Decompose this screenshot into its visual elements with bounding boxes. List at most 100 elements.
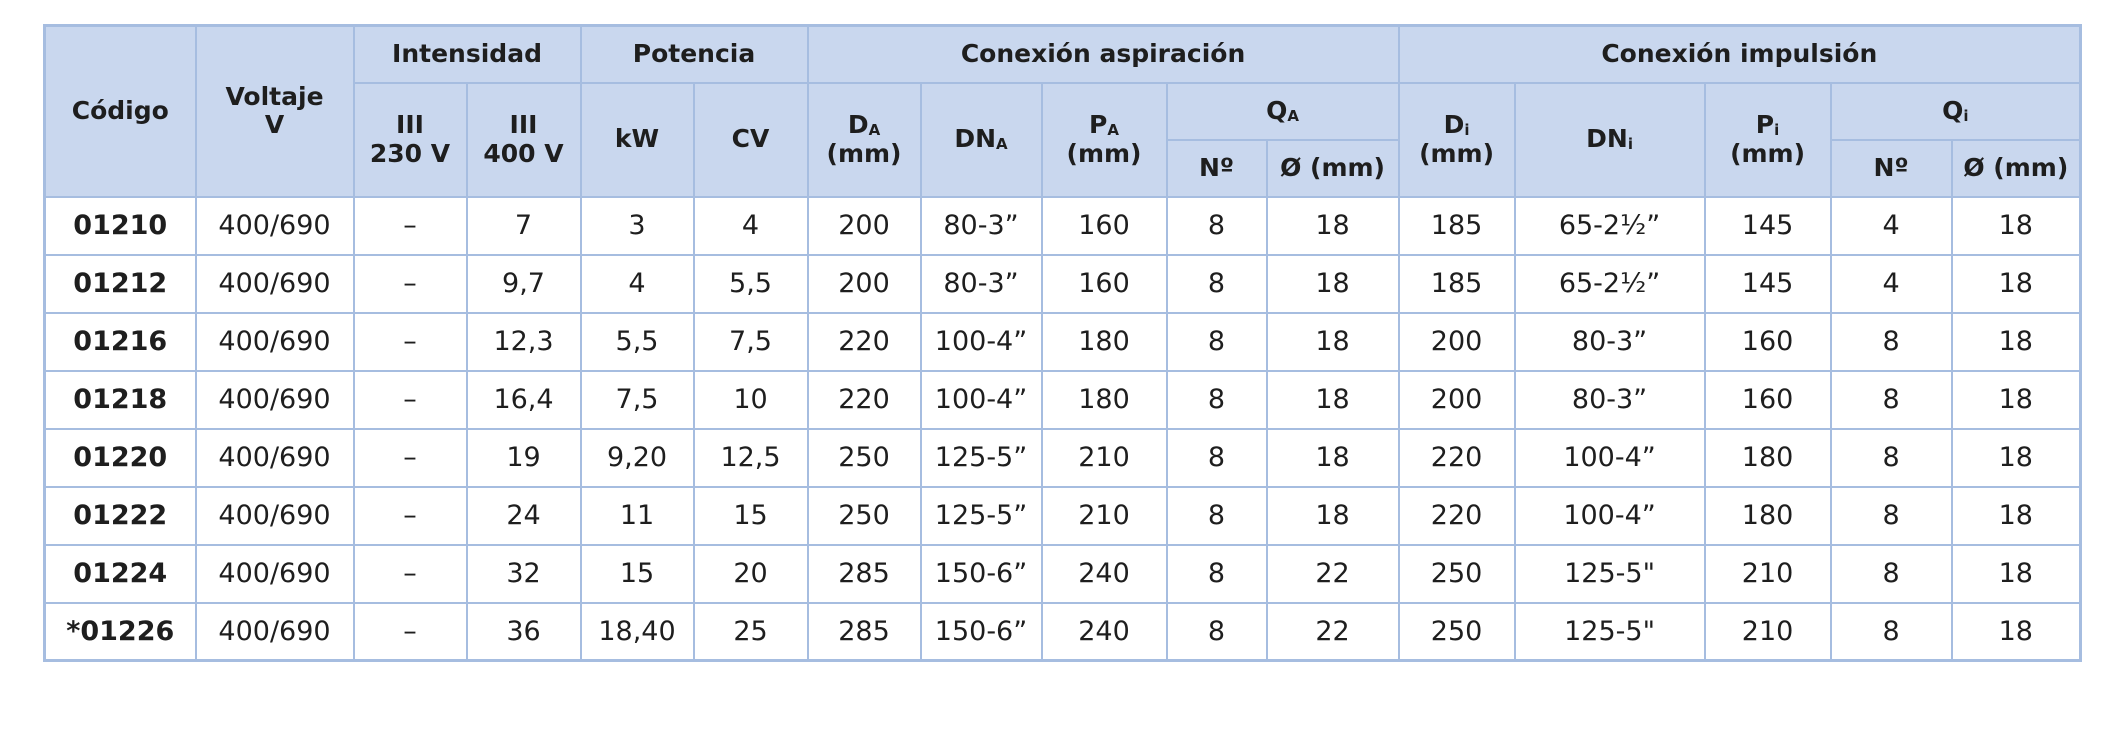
header-text: 230 V <box>369 138 451 168</box>
table-cell: 01216 <box>43 311 197 372</box>
subscript: A <box>1107 120 1119 139</box>
header-text: Q <box>1942 95 1964 125</box>
header-text: P <box>1755 109 1775 139</box>
table-cell: 7,5 <box>692 311 809 372</box>
header-text: 400 V <box>483 138 564 168</box>
header-cell: DNi <box>1513 81 1706 198</box>
table-row: 01222 400/690–24 11 15 250 125-5” 210 8 18 220 100… <box>43 485 2082 546</box>
table-cell: 210 <box>1703 543 1832 604</box>
table-cell: 5,5 <box>692 253 809 314</box>
header-text: kW <box>614 124 660 154</box>
table-cell: 180 <box>1703 427 1832 488</box>
table-cell: 240 <box>1040 543 1168 604</box>
header-text: Q <box>1266 95 1288 125</box>
table-cell: 200 <box>1397 369 1516 430</box>
table-cell: 12,3 <box>465 311 582 372</box>
table-cell: 80-3” <box>1513 311 1706 372</box>
table-cell: – <box>352 543 468 604</box>
table-cell: 145 <box>1703 195 1832 256</box>
table-cell: – <box>352 427 468 488</box>
table-cell: 100-4” <box>919 369 1043 430</box>
subscript: i <box>1464 120 1470 139</box>
table-cell: 220 <box>806 369 922 430</box>
table-cell: 180 <box>1040 311 1168 372</box>
table-cell: 16,4 <box>465 369 582 430</box>
table-cell: 18 <box>1950 369 2082 430</box>
table-cell: 8 <box>1165 253 1268 314</box>
table-cell: 400/690 <box>194 601 355 662</box>
table-row: 01212 400/690–9,7 4 5,5 200 80-3” 160 8 18 185 65-… <box>43 253 2082 314</box>
header-text: Intensidad <box>392 38 542 68</box>
table-cell: 400/690 <box>194 485 355 546</box>
table-cell: 22 <box>1265 543 1400 604</box>
table-cell: 210 <box>1040 485 1168 546</box>
table-cell: 80-3” <box>919 253 1043 314</box>
header-cell: Conexión aspiración <box>806 24 1400 84</box>
table-cell: 125-5" <box>1513 543 1706 604</box>
header-cell: Intensidad <box>352 24 582 84</box>
table-cell: 180 <box>1703 485 1832 546</box>
header-cell: Di (mm) <box>1397 81 1516 198</box>
header-text: D <box>1443 109 1465 139</box>
header-cell: DNA <box>919 81 1043 198</box>
table-cell: 200 <box>1397 311 1516 372</box>
table-cell: 18 <box>1265 427 1400 488</box>
header-text: DN <box>954 124 997 154</box>
table-row: *01226 400/690–36 18,40 25 285 150-6” 240 8 22 25… <box>43 601 2082 662</box>
header-text: Conexión aspiración <box>960 38 1246 68</box>
header-cell: Nº <box>1165 138 1268 198</box>
table-cell: 01212 <box>43 253 197 314</box>
table-cell: 250 <box>1397 601 1516 662</box>
header-cell: Ø (mm) <box>1950 138 2082 198</box>
header-cell: kW <box>579 81 695 198</box>
table-cell: 01220 <box>43 427 197 488</box>
table-cell: 80-3” <box>1513 369 1706 430</box>
header-text: Nº <box>1873 152 1909 182</box>
header-cell: QA <box>1165 81 1400 141</box>
table-cell: 18 <box>1265 195 1400 256</box>
table-cell: 160 <box>1040 195 1168 256</box>
table-cell: 285 <box>806 543 922 604</box>
header-cell: Pi (mm) <box>1703 81 1832 198</box>
header-text: Ø (mm) <box>1280 152 1385 182</box>
header-cell: Qi <box>1829 81 2082 141</box>
subscript: A <box>868 120 881 139</box>
table-cell: 220 <box>806 311 922 372</box>
header-cell: PA (mm) <box>1040 81 1168 198</box>
table-cell: 210 <box>1040 427 1168 488</box>
table-cell: – <box>352 601 468 662</box>
table-cell: 240 <box>1040 601 1168 662</box>
table-cell: *01226 <box>43 601 197 662</box>
header-cell: Código <box>43 24 197 198</box>
table-cell: 8 <box>1829 485 1953 546</box>
header-text: Ø (mm) <box>1963 152 2069 182</box>
table-cell: 125-5" <box>1513 601 1706 662</box>
table-cell: 400/690 <box>194 311 355 372</box>
table-cell: 19 <box>465 427 582 488</box>
header-cell: Conexión impulsión <box>1397 24 2082 84</box>
table-cell: 01210 <box>43 195 197 256</box>
subscript: A <box>1287 106 1299 125</box>
table-header: Código Voltaje V Intensidad Potencia Conexión… <box>43 24 2082 198</box>
header-text: Potencia <box>632 38 756 68</box>
header-cell: DA (mm) <box>806 81 922 198</box>
table-row: 01220 400/690–19 9,20 12,5 250 125-5” 210 8 18 22… <box>43 427 2082 488</box>
table-cell: 8 <box>1165 427 1268 488</box>
table-cell: 20 <box>692 543 809 604</box>
table-cell: 100-4” <box>1513 485 1706 546</box>
subscript: A <box>996 135 1008 154</box>
table-cell: 185 <box>1397 253 1516 314</box>
table-cell: 36 <box>465 601 582 662</box>
table-cell: 160 <box>1703 311 1832 372</box>
header-text: DN <box>1586 124 1628 154</box>
table-cell: 18 <box>1950 543 2082 604</box>
table-cell: 9,7 <box>465 253 582 314</box>
table-cell: 18 <box>1950 253 2082 314</box>
table-cell: – <box>352 369 468 430</box>
table-cell: 8 <box>1165 311 1268 372</box>
table-cell: 100-4” <box>1513 427 1706 488</box>
header-cell: Nº <box>1829 138 1953 198</box>
table-cell: 8 <box>1165 543 1268 604</box>
table-cell: 24 <box>465 485 582 546</box>
